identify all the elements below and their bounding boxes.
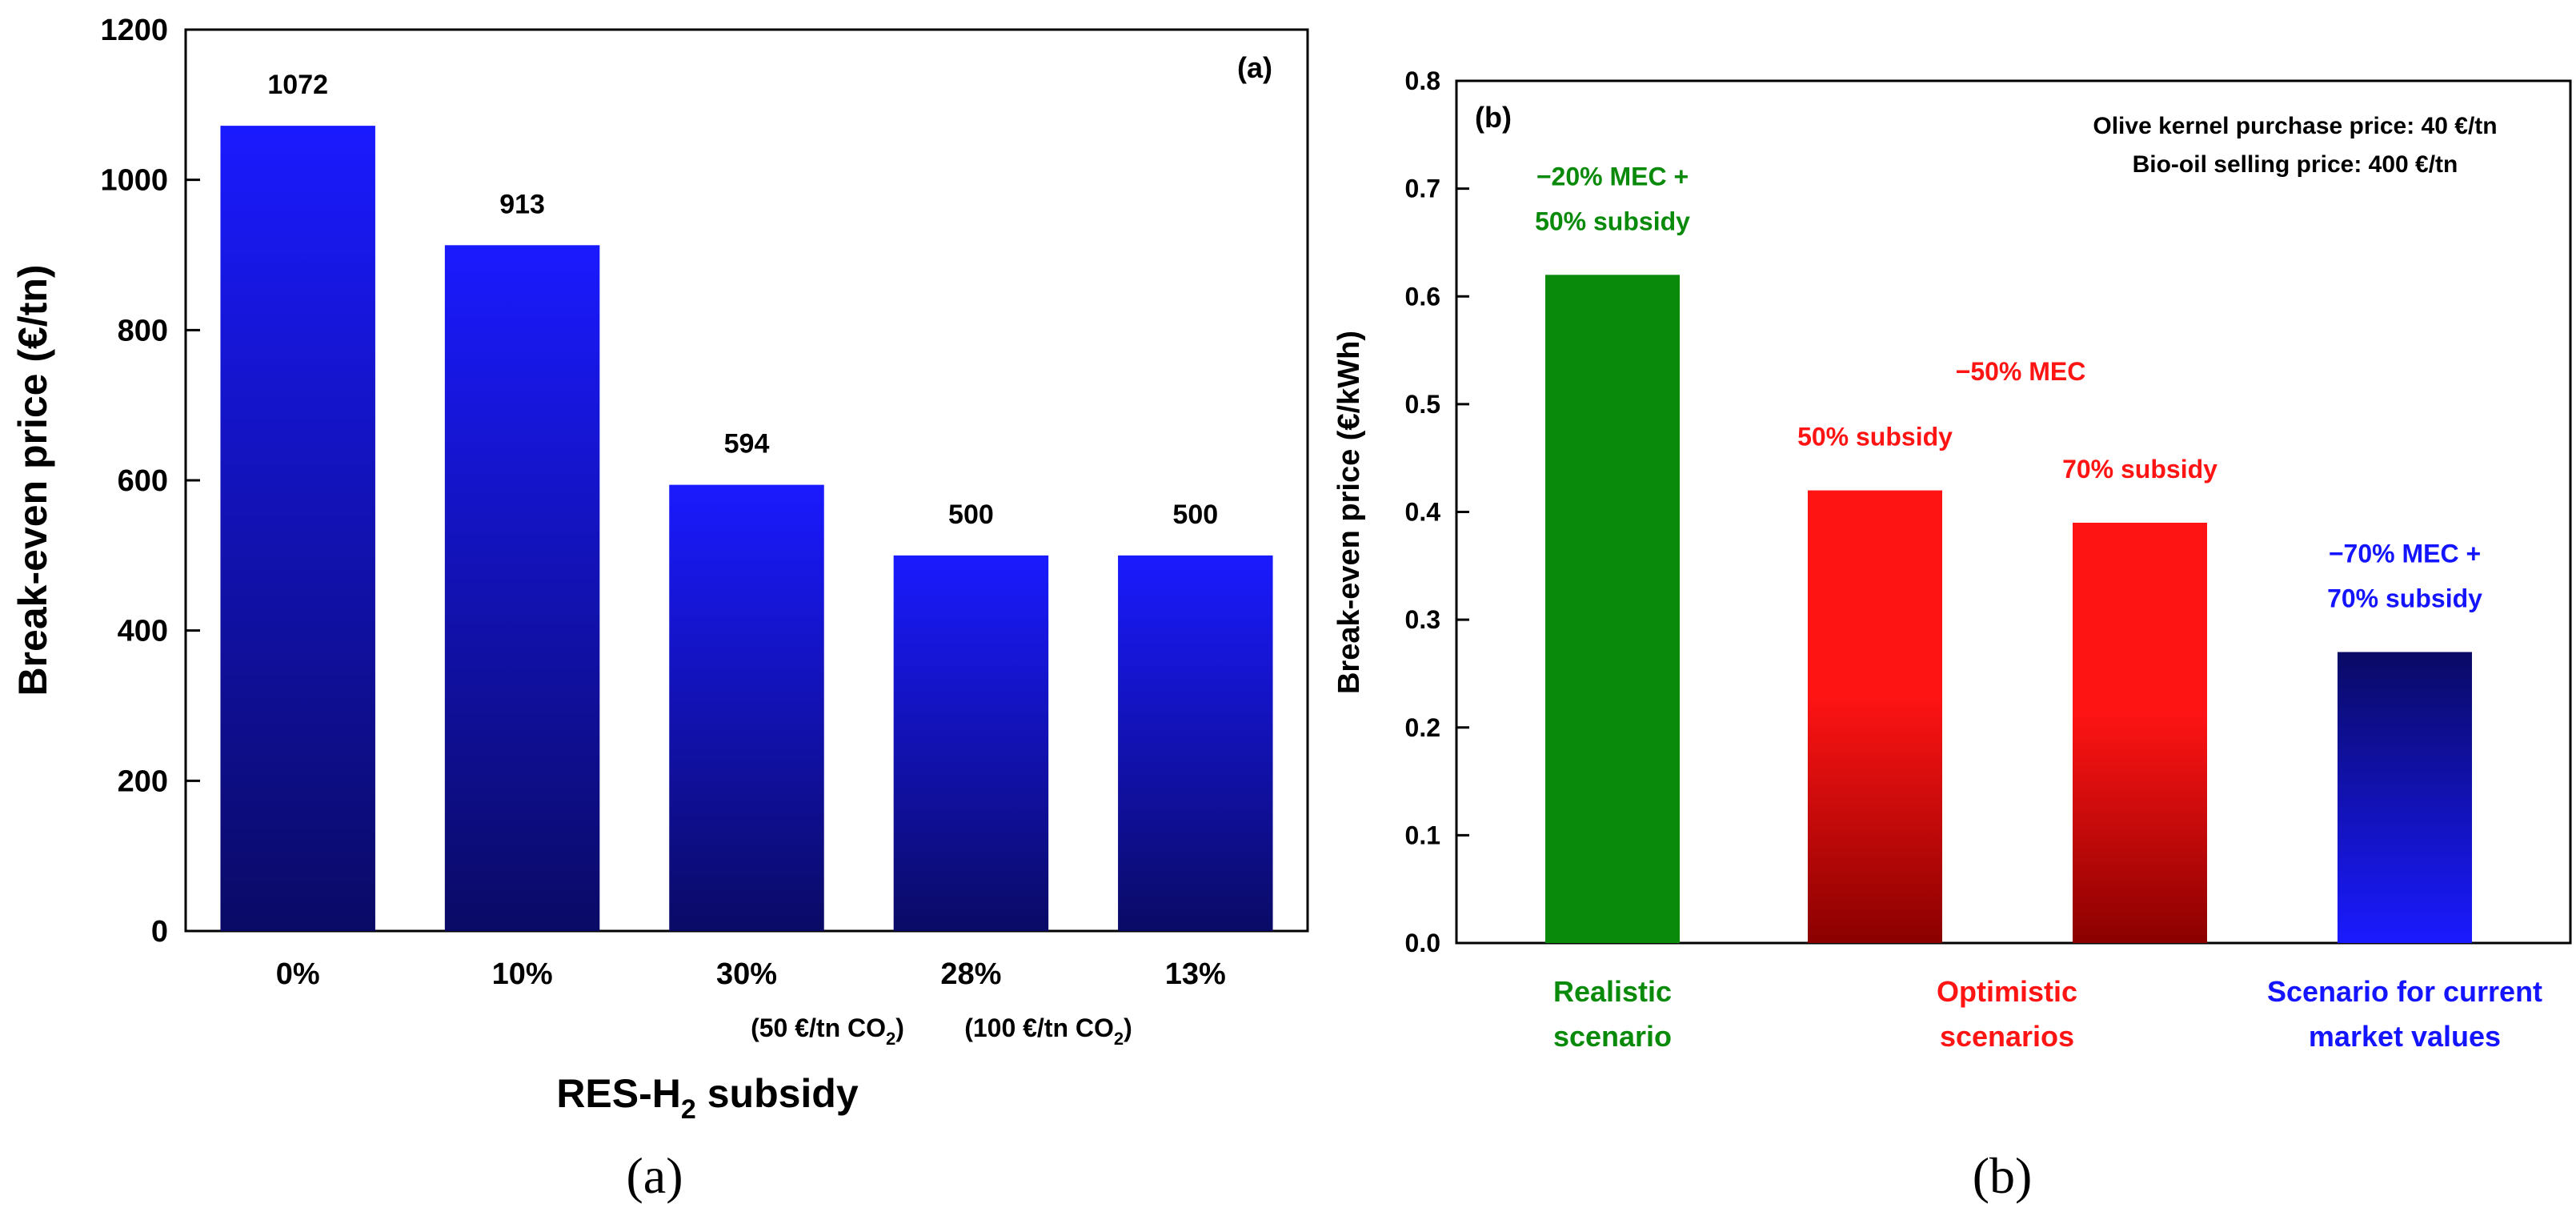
panel-a-x-axis-title-suffix: subsidy <box>696 1071 859 1116</box>
panel-a: 0 200 400 600 800 1000 1200 1072 913 594 500 500 0… <box>10 14 1309 1125</box>
panel-a-x-axis-title-prefix: RES-H <box>556 1071 681 1116</box>
panel-b-bar-annotation: 70% subsidy <box>2062 455 2217 484</box>
panel-a-note-28-subscript: 2 <box>886 1029 895 1049</box>
panel-a-x-tick-label: 13% <box>1165 957 1226 991</box>
panel-a-x-tick-label: 0% <box>276 957 320 991</box>
panel-a-y-tick-label: 1000 <box>100 164 168 198</box>
panel-b-group-caption: scenario <box>1553 1020 1672 1053</box>
panel-a-note-13-suffix: ) <box>1124 1013 1132 1042</box>
panel-b-y-tick-label: 0.7 <box>1405 175 1440 203</box>
panel-b-y-tick-label: 0.0 <box>1405 929 1440 957</box>
panel-a-bar-value-label: 500 <box>948 500 994 530</box>
panel-b-bar-annotation: 50% subsidy <box>1797 423 1953 451</box>
panel-a-x-tick-label: 30% <box>716 957 777 991</box>
panel-a-note-28: (50 €/tn CO2) <box>751 1013 904 1049</box>
panel-a-y-tick-label: 1200 <box>100 14 168 47</box>
panel-b-bar <box>1545 275 1680 943</box>
panel-b: 0.0 0.1 0.2 0.3 0.4 0.5 0.6 0.7 0.8 −20% MEC + 50… <box>1332 66 2572 1053</box>
panel-b-bar <box>2338 652 2472 943</box>
panel-a-x-axis-title-subscript: 2 <box>681 1094 696 1125</box>
panel-b-group-captions: Realistic scenario Optimistic scenarios Scen… <box>1553 975 2542 1053</box>
panel-b-group-label: −50% MEC <box>1956 357 2086 386</box>
panel-a-tag: (a) <box>1237 51 1272 84</box>
panel-a-x-tick-label: 28% <box>940 957 1001 991</box>
caption-a: (a) <box>626 1147 683 1204</box>
panel-a-x-axis: 0% 10% 30% 28% 13% <box>276 957 1226 991</box>
panel-a-bars: 1072 913 594 500 500 <box>220 70 1273 932</box>
panel-b-bars: −20% MEC + 50% subsidy 50% subsidy 70% subs… <box>1535 162 2482 943</box>
panel-b-bar-annotation: 50% subsidy <box>1535 207 1690 235</box>
panel-a-y-tick-label: 600 <box>118 464 168 498</box>
panel-a-bar <box>893 555 1049 931</box>
panel-b-group-caption: Scenario for current <box>2267 975 2542 1008</box>
panel-a-bar-value-label: 500 <box>1172 500 1218 530</box>
panel-b-group-caption: market values <box>2309 1020 2501 1053</box>
panel-b-bar <box>1808 490 1942 943</box>
panel-b-group-caption: scenarios <box>1940 1020 2074 1053</box>
panel-a-bar-value-label: 1072 <box>267 70 328 100</box>
panel-a-y-axis-title: Break-even price (€/tn) <box>10 264 55 696</box>
panel-a-note-28-suffix: ) <box>895 1013 904 1042</box>
panel-b-y-tick-label: 0.2 <box>1405 713 1440 742</box>
panel-b-y-tick-label: 0.8 <box>1405 66 1440 95</box>
panel-b-bar-annotation: −20% MEC + <box>1536 162 1689 191</box>
panel-a-note-13: (100 €/tn CO2) <box>964 1013 1132 1049</box>
panel-a-x-tick-label: 10% <box>492 957 553 991</box>
panel-b-bar <box>2073 522 2207 943</box>
panel-b-info-line-1: Olive kernel purchase price: 40 €/tn <box>2093 113 2497 139</box>
panel-b-y-tick-label: 0.5 <box>1405 390 1440 419</box>
panel-b-group-caption: Optimistic <box>1937 975 2077 1008</box>
panel-a-y-tick-label: 400 <box>118 615 168 648</box>
panel-b-bar-annotation: 70% subsidy <box>2327 584 2482 613</box>
panel-b-tag: (b) <box>1475 101 1512 134</box>
panel-a-bar-value-label: 594 <box>724 429 770 460</box>
panel-a-bar <box>444 245 600 932</box>
panel-b-y-axis: 0.0 0.1 0.2 0.3 0.4 0.5 0.6 0.7 0.8 <box>1405 66 1469 957</box>
panel-a-note-28-prefix: (50 €/tn CO <box>751 1013 886 1042</box>
panel-b-info-line-2: Bio-oil selling price: 400 €/tn <box>2133 151 2458 178</box>
panel-a-bar-value-label: 913 <box>499 189 545 219</box>
panel-b-y-tick-label: 0.6 <box>1405 282 1440 311</box>
panel-a-y-tick-label: 0 <box>151 915 168 949</box>
panel-a-note-13-prefix: (100 €/tn CO <box>964 1013 1114 1042</box>
panel-b-y-tick-label: 0.1 <box>1405 821 1440 849</box>
panel-a-bar <box>669 484 824 931</box>
panel-b-y-tick-label: 0.3 <box>1405 605 1440 634</box>
caption-b: (b) <box>1973 1147 2033 1204</box>
panel-b-group-caption: Realistic <box>1553 975 1672 1008</box>
panel-a-x-axis-title: RES-H2 subsidy <box>556 1071 859 1125</box>
panel-a-y-tick-label: 800 <box>118 314 168 347</box>
panel-a-y-tick-label: 200 <box>118 765 168 798</box>
panel-a-note-13-subscript: 2 <box>1114 1029 1124 1049</box>
panel-a-y-axis: 0 200 400 600 800 1000 1200 <box>100 14 200 949</box>
panel-b-y-axis-title: Break-even price (€/kWh) <box>1332 331 1366 694</box>
panel-a-bar <box>1118 555 1273 931</box>
panel-a-bar <box>220 126 375 931</box>
panel-b-y-tick-label: 0.4 <box>1405 498 1441 527</box>
panel-b-bar-annotation: −70% MEC + <box>2329 540 2481 568</box>
